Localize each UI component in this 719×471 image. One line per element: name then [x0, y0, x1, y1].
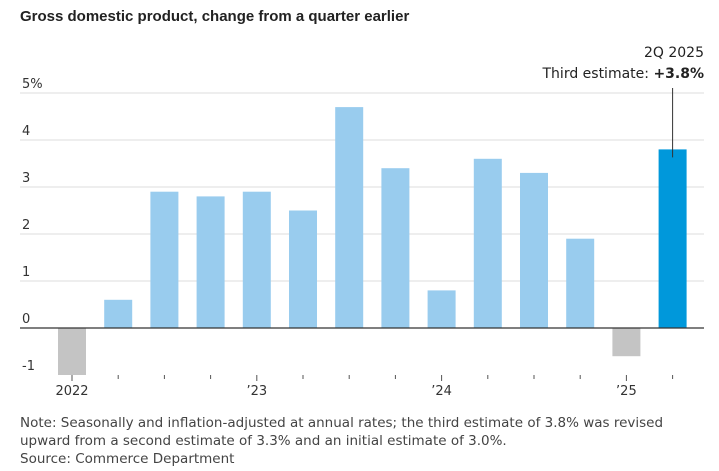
bar-1q-2025 [612, 328, 641, 357]
bar-2q-2022 [104, 299, 133, 328]
bar-1q-2023 [242, 191, 271, 328]
y-tick-label: 0 [22, 312, 30, 327]
y-tick-label: 2 [22, 218, 30, 233]
bar-4q-2022 [196, 196, 225, 328]
source-text: Source: Commerce Department [20, 451, 235, 467]
bar-3q-2024 [520, 172, 548, 328]
bar-1q-2024 [427, 290, 456, 328]
bar-4q-2024 [566, 238, 595, 328]
latest-annotation: 2Q 2025 Third estimate: +3.8% [542, 45, 705, 158]
bar-1q-2022 [58, 328, 86, 375]
y-tick-label: -1 [22, 359, 35, 374]
x-tick-label: 2022 [55, 384, 88, 399]
annotation-value: +3.8% [653, 66, 704, 82]
x-tick-label: ’23 [246, 384, 267, 399]
chart-notes: Note: Seasonally and inflation-adjusted … [20, 414, 710, 468]
x-tick-label: ’25 [616, 384, 637, 399]
note-text: Note: Seasonally and inflation-adjusted … [20, 415, 664, 449]
chart-title: Gross domestic product, change from a qu… [20, 8, 410, 25]
y-tick-label: 3 [22, 171, 30, 186]
x-axis: 2022 ’23 ’24 ’25 [55, 375, 674, 399]
bar-2q-2023 [289, 210, 317, 328]
annotation-period: 2Q 2025 [644, 45, 704, 61]
y-tick-label: 4 [22, 124, 30, 139]
x-tick-label: ’24 [431, 384, 452, 399]
bar-4q-2023 [381, 168, 410, 328]
y-tick-label: 5% [22, 77, 43, 92]
bars [20, 107, 704, 375]
bar-2q-2024 [473, 158, 502, 328]
annotation-text: Third estimate: +3.8% [542, 66, 705, 82]
bar-2q-2025 [658, 149, 687, 328]
annotation-label: Third estimate: [542, 66, 654, 82]
gdp-bar-chart: -1 0 1 2 3 4 5% 2022 ’23 ’24 ’25 2Q 2025 Third es… [20, 45, 705, 399]
y-tick-label: 1 [22, 265, 30, 280]
bar-3q-2022 [150, 191, 179, 328]
bar-3q-2023 [335, 107, 364, 328]
